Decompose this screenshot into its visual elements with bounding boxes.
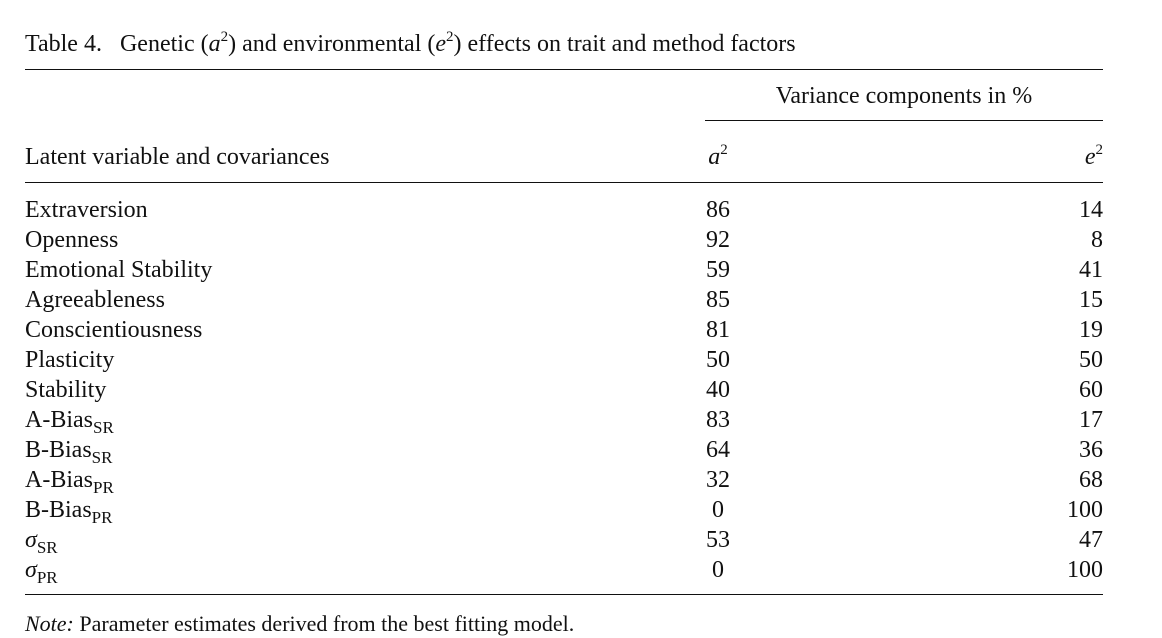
e2-cell: 19 [1079, 317, 1103, 343]
row-label: Plasticity [25, 346, 114, 374]
title-text: ) effects on trait and method factors [453, 31, 796, 57]
a2-cell: 59 [706, 257, 730, 283]
e2-cell: 100 [1067, 497, 1103, 523]
row-label: Extraversion [25, 196, 148, 224]
row-name: B-Bias [25, 497, 92, 523]
row-label: Conscientiousness [25, 316, 202, 344]
header-rule [25, 182, 1103, 183]
a2-cell: 86 [706, 197, 730, 223]
row-name: B-Bias [25, 437, 92, 463]
row-label: Agreeableness [25, 286, 165, 314]
a2-cell: 64 [706, 437, 730, 463]
a2-cell: 50 [706, 347, 730, 373]
title-text: ) and environmental ( [228, 31, 436, 57]
spanner-rule [705, 120, 1103, 121]
row-label: A-BiasPR [25, 466, 114, 497]
row-header: Latent variable and covariances [25, 144, 330, 170]
column-sup: 2 [720, 142, 728, 158]
row-name: Emotional Stability [25, 257, 213, 283]
row-name: Agreeableness [25, 287, 165, 313]
column-header: e2 [1085, 143, 1103, 171]
title-sup: 2 [446, 29, 454, 45]
e2-cell: 8 [1091, 227, 1103, 253]
e2-cell: 50 [1079, 347, 1103, 373]
column-symbol: a [708, 144, 721, 170]
a2-cell: 85 [706, 287, 730, 313]
bottom-rule [25, 594, 1103, 595]
row-subscript: PR [93, 478, 114, 497]
row-label: Emotional Stability [25, 256, 212, 284]
a2-cell: 0 [712, 557, 724, 583]
row-name: Conscientiousness [25, 317, 203, 343]
row-label: B-BiasPR [25, 496, 113, 527]
row-subscript: PR [36, 568, 58, 587]
e2-cell: 14 [1079, 197, 1103, 223]
title-text: Genetic ( [119, 31, 209, 57]
e2-cell: 36 [1079, 437, 1103, 463]
a2-cell: 53 [706, 527, 730, 553]
spanner-header: Variance components in % [775, 83, 1033, 109]
row-label: Openness [25, 226, 118, 254]
a2-cell: 83 [706, 407, 730, 433]
e2-cell: 17 [1079, 407, 1103, 433]
table-title: Table 4. Genetic (a2) and environmental … [25, 30, 796, 58]
table-label: Table 4. [25, 31, 102, 57]
row-label: B-BiasSR [25, 436, 113, 467]
row-label: σPR [25, 556, 58, 587]
row-subscript: PR [91, 508, 113, 527]
row-subscript: SR [91, 448, 113, 467]
row-name: Plasticity [25, 347, 115, 373]
a2-cell: 81 [706, 317, 730, 343]
column-sup: 2 [1095, 142, 1104, 158]
e2-cell: 15 [1079, 287, 1103, 313]
row-label: σSR [25, 526, 58, 557]
row-subscript: SR [93, 418, 114, 437]
row-label: Stability [25, 376, 106, 404]
a2-cell: 92 [706, 227, 730, 253]
column-symbol: e [1084, 144, 1096, 170]
row-subscript: SR [36, 538, 58, 557]
column-header: a2 [668, 143, 768, 171]
title-symbol: a [208, 31, 221, 57]
row-label: A-BiasSR [25, 406, 114, 437]
title-sup: 2 [220, 29, 229, 45]
e2-cell: 100 [1067, 557, 1103, 583]
row-name: Openness [25, 227, 119, 253]
row-name: σ [25, 527, 37, 553]
e2-cell: 47 [1079, 527, 1103, 553]
row-name: σ [25, 557, 37, 583]
note-text: Parameter estimates derived from the bes… [73, 611, 575, 636]
e2-cell: 68 [1079, 467, 1103, 493]
note-label: Note: [25, 611, 74, 636]
a2-cell: 40 [706, 377, 730, 403]
row-name: Extraversion [25, 197, 148, 223]
row-name: A-Bias [25, 407, 93, 433]
top-rule [25, 69, 1103, 70]
table-note: Note: Parameter estimates derived from t… [25, 610, 574, 638]
row-name: A-Bias [25, 467, 93, 493]
e2-cell: 41 [1079, 257, 1103, 283]
title-symbol: e [435, 31, 447, 57]
row-name: Stability [25, 377, 107, 403]
a2-cell: 32 [706, 467, 730, 493]
a2-cell: 0 [712, 497, 724, 523]
e2-cell: 60 [1079, 377, 1103, 403]
